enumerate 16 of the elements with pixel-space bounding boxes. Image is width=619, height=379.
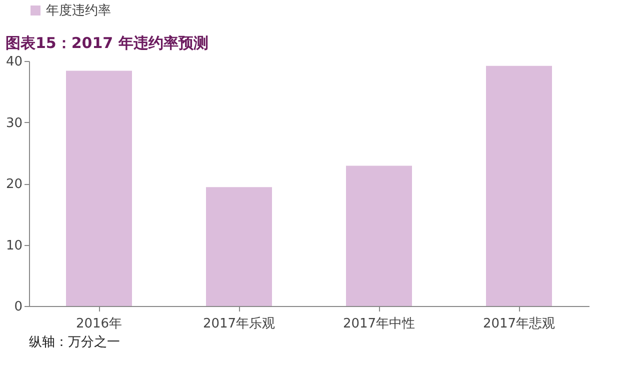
x-tick-label: 2017年悲观 xyxy=(482,316,556,332)
x-tick-label: 2016年 xyxy=(76,316,122,332)
bar xyxy=(346,166,412,306)
y-tick-label: 10 xyxy=(6,238,22,254)
y-tick-label: 0 xyxy=(14,300,22,314)
bar xyxy=(486,66,552,306)
x-tick-label: 2017年中性 xyxy=(342,316,416,332)
x-tick-label: 2017年乐观 xyxy=(202,316,276,332)
legend-label: 年度违约率 xyxy=(46,2,111,18)
text: 纵轴：万分之一 xyxy=(29,335,120,350)
chart-title: 图表15：2017 年违约率预测 xyxy=(5,34,208,52)
y-tick-label: 40 xyxy=(6,54,22,70)
bar xyxy=(66,70,132,306)
bar xyxy=(206,187,272,306)
y-tick-label: 20 xyxy=(6,177,22,192)
y-tick-label: 30 xyxy=(6,116,22,131)
